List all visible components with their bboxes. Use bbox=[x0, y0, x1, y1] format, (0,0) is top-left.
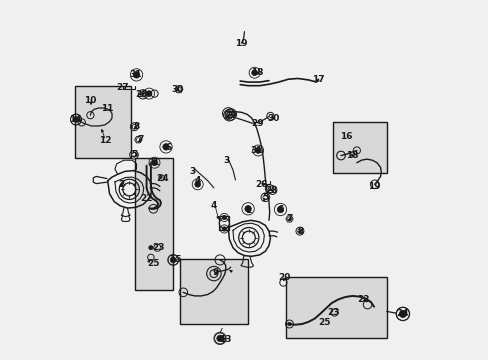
Circle shape bbox=[194, 181, 200, 187]
Text: 3: 3 bbox=[189, 166, 195, 175]
Circle shape bbox=[287, 322, 291, 326]
Bar bbox=[179, 259, 247, 324]
Circle shape bbox=[222, 227, 226, 231]
Text: 18: 18 bbox=[251, 68, 263, 77]
Text: 14: 14 bbox=[69, 115, 81, 124]
Text: 1: 1 bbox=[244, 206, 251, 215]
Text: 25: 25 bbox=[147, 259, 160, 268]
Circle shape bbox=[151, 160, 157, 166]
Text: 11: 11 bbox=[101, 104, 114, 112]
Text: 5: 5 bbox=[262, 194, 268, 202]
Circle shape bbox=[170, 257, 176, 263]
Text: 28: 28 bbox=[264, 186, 277, 194]
Text: 22: 22 bbox=[140, 194, 153, 203]
Text: 8: 8 bbox=[297, 228, 303, 236]
Bar bbox=[75, 86, 131, 158]
Circle shape bbox=[73, 117, 79, 122]
Text: 2: 2 bbox=[118, 180, 124, 189]
Text: 27: 27 bbox=[116, 83, 128, 91]
Text: 23: 23 bbox=[327, 308, 339, 317]
Text: 12: 12 bbox=[99, 136, 111, 145]
Circle shape bbox=[216, 335, 223, 342]
Text: 30: 30 bbox=[267, 113, 280, 122]
Text: 10: 10 bbox=[84, 96, 97, 105]
Text: 13: 13 bbox=[219, 335, 231, 343]
Text: 5: 5 bbox=[131, 150, 138, 159]
Circle shape bbox=[399, 310, 406, 318]
Text: 28: 28 bbox=[135, 90, 148, 99]
Text: 18: 18 bbox=[346, 151, 358, 160]
Circle shape bbox=[146, 91, 152, 96]
Bar bbox=[134, 158, 172, 290]
Text: 24: 24 bbox=[395, 309, 407, 318]
Text: 22: 22 bbox=[356, 295, 369, 304]
Text: 4: 4 bbox=[210, 201, 217, 210]
Text: 24: 24 bbox=[156, 174, 168, 183]
Bar bbox=[285, 277, 386, 338]
Bar bbox=[332, 122, 386, 173]
Text: 19: 19 bbox=[234, 40, 247, 49]
Text: 17: 17 bbox=[311, 76, 324, 85]
Text: 21: 21 bbox=[147, 158, 160, 167]
Text: 3: 3 bbox=[223, 156, 229, 165]
Text: 20: 20 bbox=[277, 274, 290, 282]
Circle shape bbox=[163, 144, 169, 150]
Text: 9: 9 bbox=[212, 269, 219, 277]
Text: 16: 16 bbox=[340, 132, 352, 140]
Circle shape bbox=[255, 148, 261, 153]
Text: 19: 19 bbox=[367, 182, 380, 191]
Text: 6: 6 bbox=[277, 205, 283, 214]
Text: 8: 8 bbox=[133, 122, 140, 131]
Text: 31: 31 bbox=[250, 146, 263, 155]
Bar bbox=[219, 216, 229, 230]
Text: 29: 29 bbox=[250, 118, 263, 127]
Text: 29: 29 bbox=[224, 111, 237, 120]
Text: 7: 7 bbox=[137, 135, 143, 144]
Circle shape bbox=[251, 70, 257, 76]
Circle shape bbox=[277, 206, 283, 213]
Circle shape bbox=[244, 206, 251, 212]
Text: 15: 15 bbox=[169, 256, 181, 264]
Circle shape bbox=[133, 72, 140, 78]
Text: 26: 26 bbox=[255, 180, 267, 189]
Text: 7: 7 bbox=[286, 214, 292, 223]
Text: 25: 25 bbox=[318, 318, 330, 327]
Text: 31: 31 bbox=[129, 71, 142, 79]
Text: 6: 6 bbox=[165, 143, 172, 152]
Circle shape bbox=[148, 246, 153, 250]
Text: 23: 23 bbox=[152, 243, 165, 252]
Text: 30: 30 bbox=[171, 85, 183, 94]
Circle shape bbox=[222, 215, 226, 220]
Text: 4: 4 bbox=[194, 176, 201, 185]
